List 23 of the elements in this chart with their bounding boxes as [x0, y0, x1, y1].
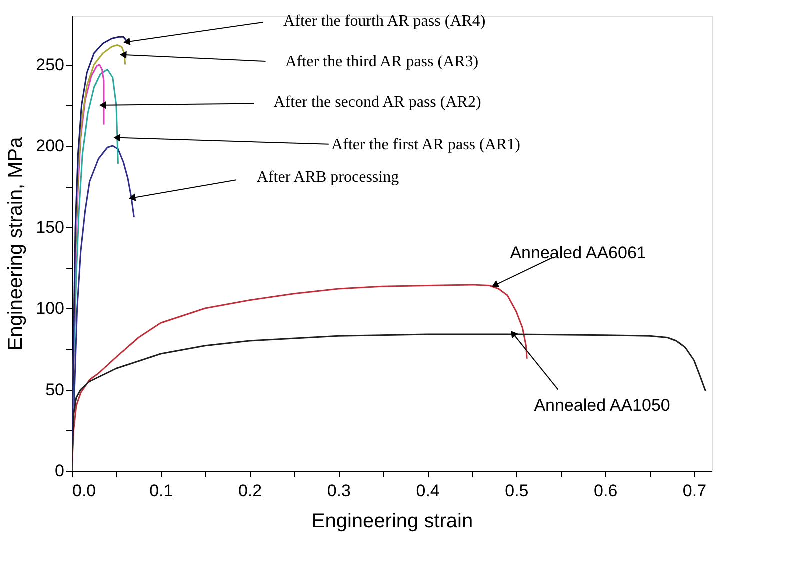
x-tick-label: 0.3 — [327, 482, 351, 500]
y-axis-title: Engineering strain, MPa — [5, 136, 28, 351]
y-tick-label: 100 — [36, 299, 64, 318]
annotation: After the first AR pass (AR1) — [332, 136, 520, 154]
annotation: After the fourth AR pass (AR4) — [284, 12, 486, 30]
x-tick-label: 0.1 — [150, 482, 174, 500]
y-tick-label: 50 — [46, 380, 64, 400]
annotation: After the third AR pass (AR3) — [285, 54, 479, 70]
y-tick-label: 0 — [55, 462, 64, 480]
y-tick-label: 200 — [36, 136, 64, 156]
x-tick-label: 0.7 — [682, 482, 707, 500]
annotation: Annealed AA6061 — [510, 243, 646, 262]
x-tick-label: 0.2 — [238, 482, 262, 500]
y-tick-label: 250 — [36, 55, 64, 74]
annotation: Annealed AA1050 — [534, 396, 670, 415]
x-tick-label: 0.4 — [416, 482, 440, 500]
x-tick-label: 0.6 — [594, 482, 618, 500]
x-tick-label: 0.0 — [72, 482, 96, 500]
x-axis-title: Engineering strain — [312, 510, 474, 532]
y-tick-label: 150 — [36, 218, 64, 237]
annotation: After the second AR pass (AR2) — [274, 94, 482, 112]
annotation: After ARB processing — [256, 168, 400, 186]
x-tick-label: 0.5 — [505, 482, 529, 500]
